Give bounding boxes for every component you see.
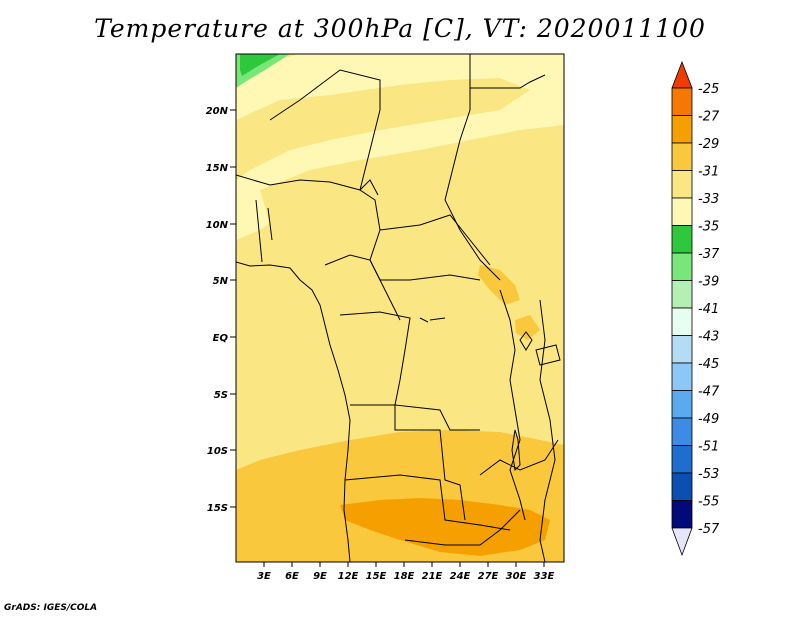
border-line-3 — [379, 214, 491, 266]
lat-label-15n: 15N — [206, 163, 229, 174]
border-line-9 — [539, 299, 556, 562]
colorbar-label: -43 — [698, 330, 719, 345]
lat-label-10s: 10S — [207, 446, 228, 457]
lake-outline-3 — [535, 344, 561, 366]
colorbar-swatch-minus53-55 — [671, 472, 693, 501]
colorbar-swatch-minus25-27 — [671, 87, 693, 116]
colorbar-top-arrow — [671, 60, 693, 89]
colorbar-swatch-minus47-49 — [671, 390, 693, 419]
border-line-7 — [344, 474, 511, 531]
lat-label-15s: 15S — [207, 503, 228, 514]
colorbar-swatch-minus51-53 — [671, 445, 693, 474]
colorbar-label: -27 — [698, 110, 720, 125]
colorbar-swatch-minus29-31 — [671, 142, 693, 171]
west-coastline — [236, 261, 351, 562]
contour-region-minus29-south — [340, 498, 550, 556]
lon-label-18e: 18E — [394, 571, 415, 582]
lat-label-5n: 5N — [213, 276, 229, 287]
contour-streak-northwest — [236, 78, 530, 180]
colorbar-label: -41 — [698, 302, 719, 317]
border-line-2 — [444, 54, 501, 281]
contour-streak-central — [260, 125, 564, 225]
chart-title: Temperature at 300hPa [C], VT: 202001110… — [94, 14, 706, 43]
lat-label-20n: 20N — [206, 106, 229, 117]
border-line-4 — [324, 254, 481, 281]
colorbar-label: -31 — [698, 165, 719, 180]
border-line-12 — [255, 199, 273, 263]
colorbar-swatch-minus43-45 — [671, 335, 693, 364]
colorbar-label: -49 — [698, 412, 719, 427]
lon-label-6e: 6E — [285, 571, 299, 582]
border-line-14 — [419, 317, 446, 323]
colorbar-label: -39 — [698, 275, 719, 290]
colorbar: -25 -27 -29 -31 -33 -35 -37 -39 -41 -43 … — [671, 60, 720, 557]
border-line-6 — [350, 404, 466, 521]
colorbar-swatch-minus45-47 — [671, 362, 693, 391]
colorbar-label: -57 — [698, 522, 720, 537]
border-line-16 — [404, 509, 521, 546]
lon-label-24e: 24E — [450, 571, 471, 582]
colorbar-swatch-minus27-29 — [671, 115, 693, 144]
lon-label-33e: 33E — [534, 571, 555, 582]
lat-label-eq: EQ — [213, 333, 229, 344]
colorbar-label: -51 — [698, 440, 719, 455]
colorbar-swatch-minus35-37 — [671, 225, 693, 254]
grads-credit: GrADS: IGES/COLA — [4, 603, 98, 613]
colorbar-swatch-minus55-57 — [671, 500, 693, 529]
lat-label-5s: 5S — [214, 390, 228, 401]
lon-label-3e: 3E — [257, 571, 271, 582]
border-line-11 — [470, 74, 546, 89]
colorbar-label: -37 — [698, 247, 720, 262]
contour-region-minus31-east-patch — [478, 265, 520, 305]
border-line-5 — [339, 311, 480, 431]
lat-label-10n: 10N — [206, 220, 229, 231]
latitude-axis: 20N 15N 10N 5N EQ 5S 10S 15S — [206, 106, 236, 514]
map-frame — [235, 53, 565, 563]
colorbar-swatch-minus41-43 — [671, 307, 693, 336]
longitude-axis: 3E 6E 9E 12E 15E 18E 21E 24E 27E 30E 33E — [257, 562, 555, 582]
lon-label-12e: 12E — [338, 571, 359, 582]
colorbar-swatch-minus37-39 — [671, 252, 693, 281]
lake-outline-1 — [511, 429, 521, 472]
contour-region-minus31-lakes-patch — [515, 315, 540, 340]
colorbar-label: -53 — [698, 467, 719, 482]
colorbar-swatch-minus33-35 — [671, 197, 693, 226]
colorbar-swatch-minus49-51 — [671, 417, 693, 446]
colorbar-label: -55 — [698, 495, 719, 510]
colorbar-swatch-minus39-41 — [671, 280, 693, 309]
border-line-13 — [359, 179, 379, 196]
border-line-10 — [236, 174, 361, 191]
colorbar-bottom-arrow — [671, 527, 693, 557]
contour-region-minus39-corner — [240, 54, 280, 76]
colorbar-swatch-minus31-33 — [671, 170, 693, 199]
colorbar-label: -47 — [698, 385, 720, 400]
lon-label-9e: 9E — [313, 571, 327, 582]
border-line-8 — [499, 289, 526, 521]
colorbar-label: -25 — [698, 82, 719, 97]
lon-label-27e: 27E — [478, 571, 499, 582]
lon-label-15e: 15E — [366, 571, 387, 582]
coastlines-and-borders — [236, 54, 561, 562]
border-line-15 — [479, 439, 559, 476]
lon-label-21e: 21E — [422, 571, 443, 582]
colorbar-label: -45 — [698, 357, 719, 372]
colorbar-label: -35 — [698, 220, 719, 235]
lake-outline-2 — [519, 331, 533, 351]
map-panel — [236, 54, 564, 562]
colorbar-label: -33 — [698, 192, 719, 207]
lon-label-30e: 30E — [506, 571, 527, 582]
colorbar-label: -29 — [698, 137, 719, 152]
